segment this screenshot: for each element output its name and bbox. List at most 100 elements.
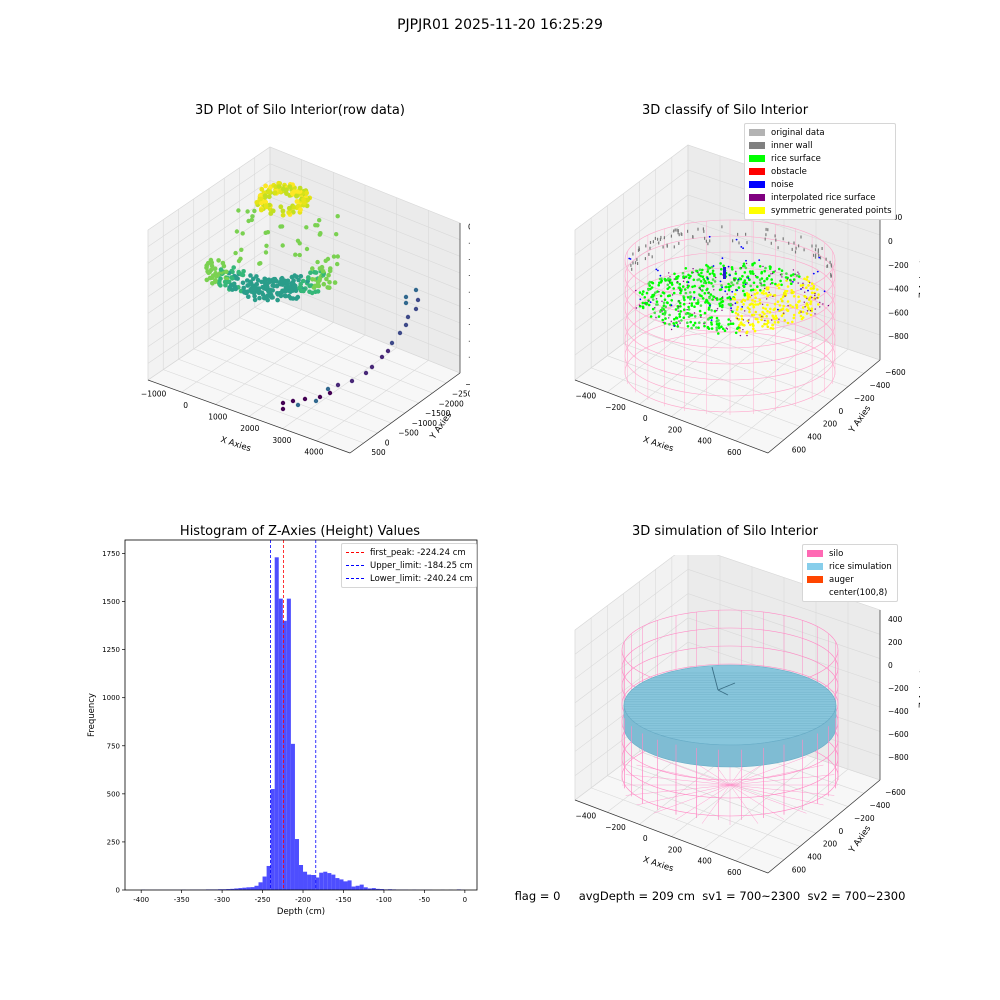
rice-surface-point [717, 332, 720, 335]
rice-surface-point [676, 325, 680, 328]
interpolated-point [739, 327, 741, 329]
raw-point [248, 273, 253, 278]
raw-point [288, 295, 294, 301]
wall-gridline [574, 269, 881, 356]
raw-point [313, 223, 318, 228]
interpolated-point [770, 273, 772, 275]
histogram-bar [226, 889, 231, 890]
rice-surface-point [690, 302, 694, 305]
rice-surface-point [651, 307, 655, 311]
silo-floor-spoke [729, 784, 759, 824]
z-tick-label: −1600 [468, 353, 470, 362]
y-tick-label: 0 [838, 407, 843, 416]
simulation-plot-title: 3D simulation of Silo Interior [632, 524, 818, 539]
rice-surface-point [681, 285, 685, 288]
interpolated-point [635, 307, 637, 309]
raw-point [263, 230, 268, 235]
raw-point [258, 207, 264, 213]
noise-point [800, 288, 802, 290]
rice-surface-point [641, 301, 645, 305]
rice-surface-point [753, 292, 757, 296]
rice-surface-point [748, 323, 752, 327]
rice-surface-point [784, 276, 788, 279]
noise-point [709, 304, 711, 307]
rice-surface-point [780, 269, 784, 272]
silo-floor-spoke [653, 784, 731, 814]
raw-point [304, 225, 309, 230]
noise-point [735, 238, 738, 241]
rice-surface-point [800, 317, 804, 321]
raw-point [296, 277, 301, 283]
raw-point [297, 241, 302, 246]
raw-point [403, 322, 409, 328]
rice-surface-point [682, 275, 685, 278]
rice-surface-point [761, 325, 764, 328]
raw-point [209, 263, 215, 269]
rice-surface-point [743, 271, 747, 274]
noise-point [655, 268, 658, 271]
interpolated-point [736, 318, 738, 320]
raw-point [294, 199, 300, 204]
raw-point [335, 254, 340, 259]
floor-gridline [224, 327, 419, 404]
rice-surface-point [792, 295, 796, 298]
inner-wall-point [798, 244, 800, 248]
rice-surface-point [722, 264, 725, 268]
rice-surface-point [727, 323, 730, 326]
rice-surface-point [747, 293, 751, 296]
raw-point [220, 260, 226, 266]
rice-surface-point [755, 275, 758, 279]
inner-wall-point [745, 232, 747, 236]
histogram-bar [242, 887, 247, 890]
legend-swatch [807, 576, 823, 583]
rice-surface-point [661, 318, 664, 322]
x-tick-label: 3000 [272, 436, 291, 445]
rice-surface-point [810, 307, 814, 310]
noise-point [708, 235, 711, 238]
rice-surface-point [742, 289, 745, 293]
x-axis-label: X Axies [642, 855, 675, 874]
raw-point [280, 212, 286, 218]
rice-surface-point [738, 324, 741, 327]
inner-wall-point [815, 244, 817, 248]
rice-surface-point [758, 278, 762, 281]
legend-label: rice surface [771, 153, 821, 164]
interpolated-point [809, 282, 811, 284]
silo-floor-spoke [701, 784, 731, 824]
legend-item: symmetric generated points [749, 204, 892, 217]
rice-surface-point [771, 327, 775, 330]
interpolated-point [655, 298, 658, 300]
raw-point [207, 275, 213, 281]
z-tick-label: −600 [888, 730, 909, 739]
histogram-bar [367, 888, 372, 890]
rice-surface-point [761, 306, 765, 310]
interpolated-point [806, 310, 809, 312]
rice-surface-point [680, 319, 683, 322]
raw-point [320, 269, 326, 274]
histogram-bar [335, 878, 340, 890]
raw-point [218, 276, 223, 281]
status-flag: flag = 0 [514, 889, 561, 903]
inner-wall-point [638, 246, 640, 250]
y-tick-label: 600 [792, 446, 807, 455]
x-tick-label: 400 [697, 437, 712, 446]
histogram-title: Histogram of Z-Axies (Height) Values [179, 524, 421, 539]
rice-surface-point [662, 291, 666, 295]
inner-wall-point [703, 229, 705, 233]
interpolated-point [754, 275, 757, 277]
interpolated-point [715, 297, 717, 299]
inner-wall-point [654, 236, 656, 240]
raw-point [263, 250, 269, 255]
rice-surface-point [675, 321, 678, 324]
legend-item: Lower_limit: -240.24 cm [346, 572, 472, 585]
raw-point [236, 269, 241, 275]
raw-point [212, 266, 218, 271]
y-tick-label: 600 [792, 866, 807, 875]
inner-wall-point [632, 261, 634, 265]
interpolated-point [774, 270, 776, 272]
inner-wall-point [644, 257, 646, 261]
rice-surface-point [731, 322, 735, 325]
rice-surface-point [692, 323, 695, 327]
raw-point [209, 260, 214, 265]
raw-point [297, 252, 302, 258]
